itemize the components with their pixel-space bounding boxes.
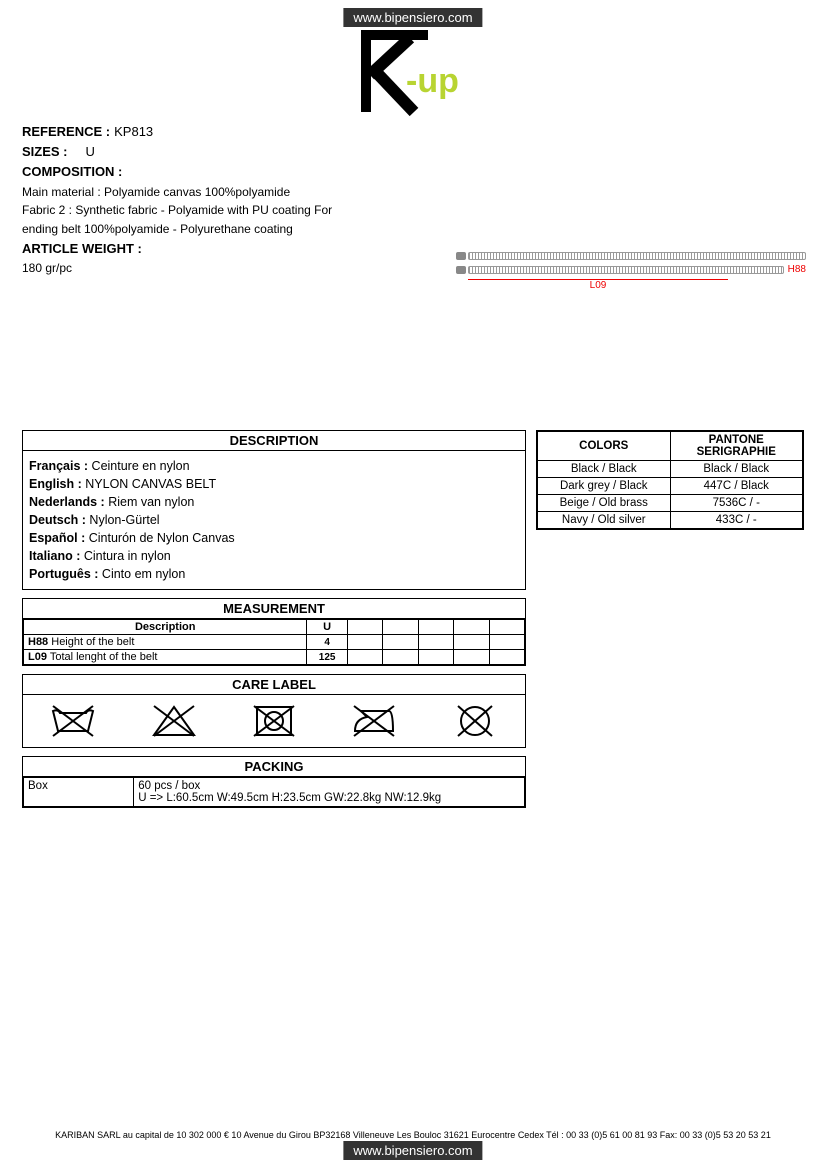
composition-line: Main material : Polyamide canvas 100%pol… xyxy=(22,184,452,201)
description-line: Português : Cinto em nylon xyxy=(29,567,519,581)
description-line: Italiano : Cintura in nylon xyxy=(29,549,519,563)
color-row: Beige / Old brass7536C / - xyxy=(538,495,803,512)
url-badge-top: www.bipensiero.com xyxy=(343,8,482,27)
do-not-iron-icon xyxy=(349,701,399,741)
description-line: Español : Cinturón de Nylon Canvas xyxy=(29,531,519,545)
sizes-label: SIZES : xyxy=(22,144,68,159)
reference-label: REFERENCE : xyxy=(22,124,110,139)
description-box: DESCRIPTION Français : Ceinture en nylon… xyxy=(22,430,526,590)
description-title: DESCRIPTION xyxy=(23,431,525,451)
composition-line: Fabric 2 : Synthetic fabric - Polyamide … xyxy=(22,202,452,219)
pantone-header: PANTONE SERIGRAPHIE xyxy=(670,432,803,461)
measurement-title: MEASUREMENT xyxy=(23,599,525,619)
measurement-box: MEASUREMENT Description U H88 Height of … xyxy=(22,598,526,666)
belt-diagram: H88 L09 xyxy=(456,252,806,291)
color-row: Black / BlackBlack / Black xyxy=(538,461,803,478)
colors-header: COLORS xyxy=(538,432,671,461)
do-not-dry-clean-icon xyxy=(450,701,500,741)
meas-desc-header: Description xyxy=(24,620,307,635)
url-badge-bottom: www.bipensiero.com xyxy=(343,1141,482,1160)
packing-box: PACKING Box 60 pcs / box U => L:60.5cm W… xyxy=(22,756,526,808)
sizes-value: U xyxy=(86,144,95,159)
dim-l09: L09 xyxy=(590,280,607,291)
description-line: Deutsch : Nylon-Gürtel xyxy=(29,513,519,527)
weight-value: 180 gr/pc xyxy=(22,260,452,277)
weight-label: ARTICLE WEIGHT : xyxy=(22,241,142,256)
brand-logo: -up xyxy=(348,30,478,120)
meas-u-header: U xyxy=(307,620,347,635)
color-row: Navy / Old silver433C / - xyxy=(538,512,803,529)
measurement-row: L09 Total lenght of the belt125 xyxy=(24,650,525,665)
reference-value: KP813 xyxy=(114,124,153,139)
care-box: CARE LABEL xyxy=(22,674,526,748)
composition-label: COMPOSITION : xyxy=(22,164,122,179)
measurement-row: H88 Height of the belt4 xyxy=(24,635,525,650)
packing-qty: 60 pcs / box xyxy=(138,780,520,792)
composition-line: ending belt 100%polyamide - Polyurethane… xyxy=(22,221,452,238)
description-line: Français : Ceinture en nylon xyxy=(29,459,519,473)
dim-h88: H88 xyxy=(788,264,806,275)
colors-box: COLORS PANTONE SERIGRAPHIE Black / Black… xyxy=(536,430,804,530)
do-not-wash-icon xyxy=(48,701,98,741)
description-line: English : NYLON CANVAS BELT xyxy=(29,477,519,491)
footer-text: KARIBAN SARL au capital de 10 302 000 € … xyxy=(0,1130,826,1140)
do-not-bleach-icon xyxy=(149,701,199,741)
packing-dims: U => L:60.5cm W:49.5cm H:23.5cm GW:22.8k… xyxy=(138,792,520,804)
product-header: REFERENCE :KP813 SIZES :U COMPOSITION : … xyxy=(22,123,452,279)
care-title: CARE LABEL xyxy=(23,675,525,695)
packing-title: PACKING xyxy=(23,757,525,777)
description-line: Nederlands : Riem van nylon xyxy=(29,495,519,509)
do-not-tumble-dry-icon xyxy=(249,701,299,741)
color-row: Dark grey / Black447C / Black xyxy=(538,478,803,495)
svg-text:-up: -up xyxy=(406,62,459,100)
packing-type: Box xyxy=(24,778,134,807)
